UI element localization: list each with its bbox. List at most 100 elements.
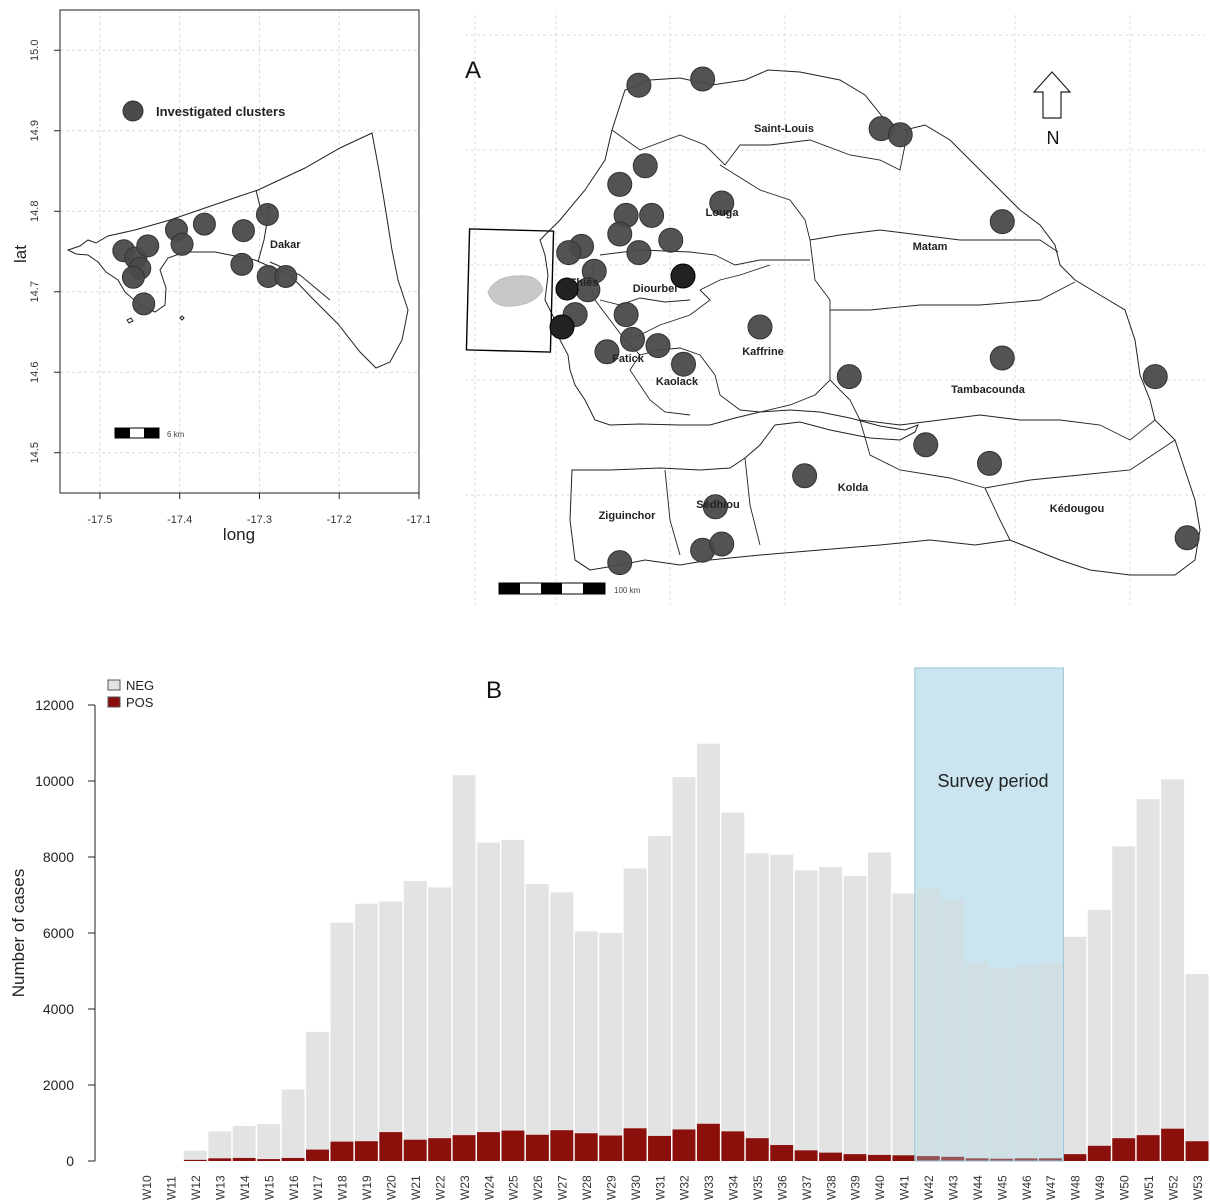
x-tick-label-W19: W19 bbox=[360, 1175, 374, 1200]
bar-pos-W23 bbox=[452, 1135, 476, 1161]
bar-neg-W12 bbox=[183, 1150, 207, 1161]
inset-cluster-point-10 bbox=[255, 202, 279, 226]
y-tick-label-6: 12000 bbox=[35, 697, 74, 713]
bar-pos-W53 bbox=[1185, 1141, 1209, 1161]
x-tick-label-W32: W32 bbox=[678, 1175, 692, 1200]
bar-neg-W16 bbox=[281, 1089, 305, 1161]
inset-y-tick-label: 14.7 bbox=[29, 281, 41, 302]
main-cluster-point-27 bbox=[913, 432, 939, 458]
bar-pos-W17 bbox=[306, 1149, 329, 1161]
dakar-district-boundary-2 bbox=[269, 261, 331, 301]
x-tick-label-W52: W52 bbox=[1166, 1175, 1180, 1200]
main-grid bbox=[465, 15, 1205, 605]
x-tick-label-W17: W17 bbox=[311, 1175, 325, 1200]
inset-x-axis-label: long bbox=[223, 525, 255, 544]
bar-neg-W32 bbox=[672, 777, 696, 1161]
bar-neg-W23 bbox=[452, 775, 476, 1161]
bar-neg-W49 bbox=[1087, 909, 1111, 1161]
inset-scale-bar bbox=[114, 427, 160, 439]
bar-neg-W21 bbox=[403, 880, 427, 1161]
x-tick-label-W31: W31 bbox=[653, 1175, 667, 1200]
inset-x-tick-label: -17.3 bbox=[247, 514, 272, 526]
bar-pos-W51 bbox=[1136, 1135, 1160, 1161]
bar-pos-W20 bbox=[379, 1132, 403, 1161]
bar-pos-W50 bbox=[1112, 1138, 1136, 1161]
x-tick-label-W30: W30 bbox=[629, 1175, 643, 1200]
bar-pos-W43 bbox=[941, 1156, 965, 1161]
x-tick-label-W24: W24 bbox=[482, 1175, 496, 1200]
bar-neg-W31 bbox=[648, 836, 671, 1161]
main-cluster-point-33 bbox=[607, 550, 633, 576]
neg-series-bars bbox=[183, 743, 1209, 1161]
bar-pos-W19 bbox=[354, 1141, 378, 1161]
legend-swatch-pos bbox=[107, 696, 121, 708]
inset-x-tick-label: -17.4 bbox=[167, 514, 192, 526]
inset-cluster-point-8 bbox=[192, 212, 216, 236]
region-label-12: Kédougou bbox=[1050, 503, 1104, 515]
bar-pos-W35 bbox=[745, 1138, 769, 1161]
main-cluster-point-6 bbox=[607, 171, 633, 197]
bar-pos-W41 bbox=[892, 1155, 916, 1161]
bar-neg-W36 bbox=[770, 854, 794, 1161]
x-tick-label-W53: W53 bbox=[1191, 1175, 1205, 1200]
x-tick-label-W48: W48 bbox=[1069, 1175, 1083, 1200]
main-scale-bar bbox=[498, 582, 606, 595]
inset-x-tick-label: -17.2 bbox=[327, 514, 352, 526]
inset-cluster-point-13 bbox=[274, 264, 298, 288]
bar-pos-W12 bbox=[183, 1159, 207, 1161]
north-label: N bbox=[1047, 128, 1060, 148]
x-tick-label-W42: W42 bbox=[922, 1175, 936, 1200]
x-tick-label-W15: W15 bbox=[262, 1175, 276, 1200]
bar-neg-W33 bbox=[696, 743, 720, 1161]
main-cluster-point-9 bbox=[556, 240, 582, 266]
x-tick-label-W29: W29 bbox=[604, 1175, 618, 1200]
region-label-dakar: Dakar bbox=[270, 239, 301, 251]
bar-pos-W47 bbox=[1038, 1158, 1062, 1161]
bar-pos-W21 bbox=[403, 1139, 427, 1161]
bar-pos-W26 bbox=[525, 1134, 549, 1161]
x-tick-label-W18: W18 bbox=[336, 1175, 350, 1200]
bar-pos-W13 bbox=[208, 1158, 232, 1161]
north-arrow-icon bbox=[1032, 71, 1072, 119]
region-label-11: Kolda bbox=[838, 482, 869, 494]
main-cluster-point-3 bbox=[887, 122, 913, 148]
x-tick-label-W38: W38 bbox=[824, 1175, 838, 1200]
region-label-2: Matam bbox=[913, 241, 948, 253]
panel-label-a: A bbox=[465, 57, 481, 84]
bar-neg-W39 bbox=[843, 876, 867, 1161]
main-cluster-point-18 bbox=[620, 326, 645, 352]
bar-pos-W42 bbox=[916, 1156, 940, 1161]
bar-neg-W26 bbox=[525, 883, 549, 1161]
region-label-0: Saint-Louis bbox=[754, 123, 814, 135]
y-axis-label: Number of cases bbox=[9, 869, 28, 998]
inset-cluster-point-2 bbox=[136, 234, 160, 258]
bar-pos-W32 bbox=[672, 1129, 696, 1161]
inset-y-tick-label: 14.8 bbox=[29, 201, 41, 222]
bar-neg-W34 bbox=[721, 812, 745, 1161]
x-tick-label-W51: W51 bbox=[1142, 1175, 1156, 1200]
bar-pos-W22 bbox=[428, 1138, 452, 1161]
main-cluster-point-23 bbox=[671, 351, 696, 377]
x-tick-label-W37: W37 bbox=[800, 1175, 814, 1200]
bar-pos-W29 bbox=[599, 1135, 623, 1161]
x-tick-label-W12: W12 bbox=[189, 1175, 203, 1200]
main-cluster-point-22 bbox=[594, 339, 620, 365]
x-tick-label-W44: W44 bbox=[971, 1175, 985, 1200]
main-cluster-point-5 bbox=[632, 153, 658, 179]
x-tick-label-W28: W28 bbox=[580, 1175, 594, 1200]
bar-pos-W16 bbox=[281, 1157, 305, 1161]
inset-frame bbox=[59, 9, 420, 494]
bar-pos-W34 bbox=[721, 1131, 745, 1161]
bar-neg-W38 bbox=[819, 866, 843, 1161]
main-cluster-point-26 bbox=[1142, 364, 1168, 390]
inset-locator-box bbox=[465, 228, 555, 353]
bar-pos-W46 bbox=[1014, 1158, 1038, 1161]
bar-neg-W45 bbox=[990, 967, 1014, 1161]
main-cluster-points bbox=[556, 66, 1200, 576]
main-cluster-point-19 bbox=[645, 333, 671, 359]
x-tick-label-W46: W46 bbox=[1020, 1175, 1034, 1200]
bar-pos-W18 bbox=[330, 1141, 354, 1161]
legend-cluster-marker bbox=[122, 100, 144, 122]
bar-neg-W17 bbox=[306, 1031, 329, 1161]
